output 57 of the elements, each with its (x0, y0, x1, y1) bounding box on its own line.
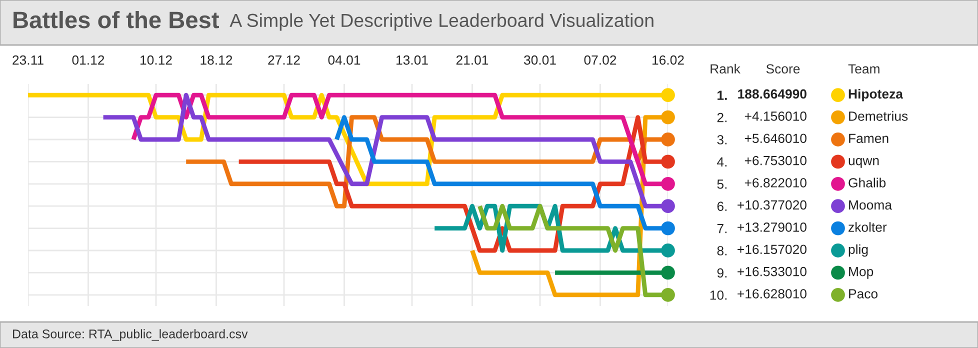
x-tick-label: 23.11 (12, 55, 44, 65)
x-tick-label: 07.02 (584, 55, 616, 65)
point (661, 176, 675, 191)
point (661, 154, 675, 169)
text: +13.279010 (738, 222, 806, 232)
x-tick-label: 18.12 (200, 55, 232, 65)
y-tick-label: 1. (718, 90, 727, 100)
x-tick-label: 01.12 (72, 55, 104, 65)
point (661, 199, 675, 214)
text: +16.157020 (738, 244, 806, 254)
x-tick-label: 30.01 (524, 55, 556, 65)
text: +16.533010 (738, 266, 806, 276)
y-tick-label: 3. (717, 135, 727, 144)
text: +10.377020 (738, 200, 806, 210)
text: Score (766, 64, 800, 74)
x-tick-label: 04.01 (328, 55, 360, 65)
text: +16.628010 (738, 289, 806, 298)
point (661, 266, 675, 280)
text: 188.664990 (738, 89, 806, 99)
y-tick-label: 10. (710, 290, 727, 300)
y-tick-label: 5. (717, 180, 727, 189)
point (661, 244, 675, 258)
text: +6.753010 (744, 156, 806, 166)
legend-label: uqwn (848, 158, 879, 168)
source-note: Data Source: RTA_public_leaderboard.csv (13, 329, 248, 341)
legend-label: Mooma (849, 200, 892, 210)
y-tick-label: 9. (717, 268, 727, 278)
legend-label: Paco (849, 289, 878, 298)
x-tick-label: 21.01 (456, 55, 488, 65)
text: +5.646010 (744, 134, 806, 144)
chart-title: Battles of the Best (14, 10, 219, 28)
legend-title: Team (848, 64, 880, 74)
text: +4.156010 (744, 112, 806, 121)
point (661, 88, 675, 102)
point (661, 221, 675, 236)
point (661, 132, 675, 146)
x-tick-label: 13.01 (396, 55, 428, 65)
y-tick-label: 8. (717, 246, 727, 256)
y-tick-label: 6. (717, 202, 727, 212)
point (661, 288, 675, 302)
legend-label: Mop (849, 267, 874, 279)
chart-subtitle: A Simple Yet Descriptive Leaderboard Visualization (230, 13, 654, 31)
x-tick-label: 10.12 (140, 55, 172, 65)
x-tick-label: 16.02 (652, 55, 684, 65)
legend-label: Hipoteza (848, 88, 904, 102)
legend-label: plig (848, 244, 868, 257)
text: +6.822010 (744, 178, 806, 188)
legend-label: Famen (849, 134, 888, 144)
legend-label: Ghalib (848, 178, 886, 188)
y-tick-label: 4. (717, 157, 727, 166)
legend-label: zkolter (848, 222, 887, 232)
y-tick-label: 2. (717, 112, 727, 122)
y-tick-label: 7. (717, 224, 727, 234)
point (661, 110, 675, 124)
y-axis-title: Rank (710, 64, 740, 74)
x-tick-label: 27.12 (268, 55, 300, 65)
legend-label: Demetrius (849, 111, 908, 121)
